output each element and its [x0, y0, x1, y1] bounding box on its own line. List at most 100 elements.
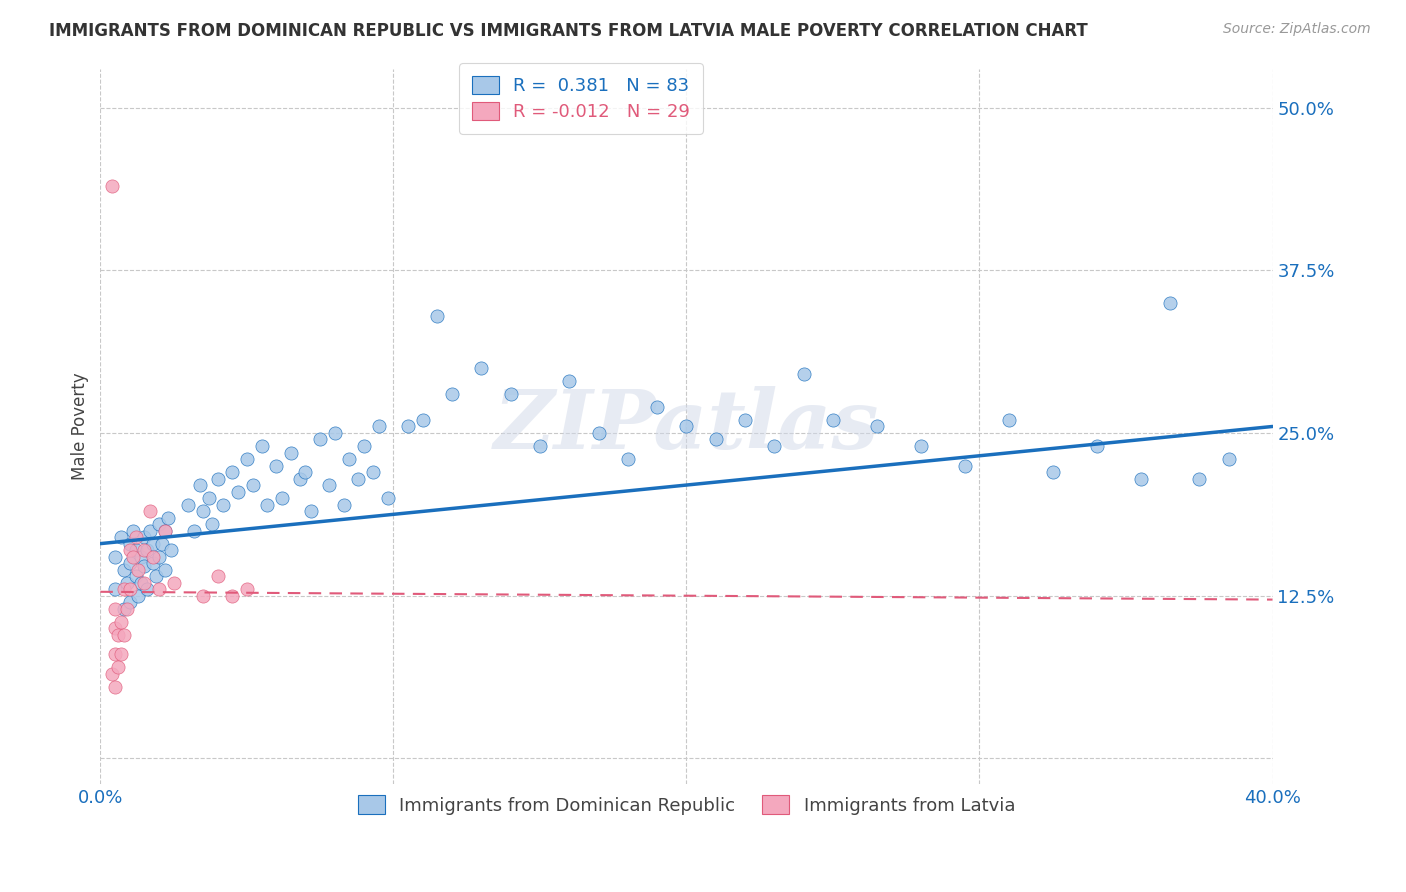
- Point: [127, 589, 149, 603]
- Point: [142, 556, 165, 570]
- Point: [704, 433, 727, 447]
- Point: [101, 178, 124, 193]
- Point: [367, 419, 389, 434]
- Point: [588, 425, 610, 440]
- Point: [115, 601, 138, 615]
- Point: [332, 498, 354, 512]
- Point: [353, 439, 375, 453]
- Point: [148, 582, 170, 597]
- Point: [558, 374, 581, 388]
- Point: [197, 491, 219, 505]
- Point: [323, 425, 346, 440]
- Point: [112, 628, 135, 642]
- Point: [153, 524, 176, 538]
- Point: [734, 413, 756, 427]
- Point: [134, 543, 156, 558]
- Point: [821, 413, 844, 427]
- Point: [148, 549, 170, 564]
- Point: [156, 510, 179, 524]
- Point: [221, 465, 243, 479]
- Point: [107, 660, 129, 674]
- Point: [127, 563, 149, 577]
- Point: [645, 400, 668, 414]
- Point: [142, 549, 165, 564]
- Point: [1218, 452, 1240, 467]
- Y-axis label: Male Poverty: Male Poverty: [72, 373, 89, 480]
- Point: [191, 504, 214, 518]
- Text: Source: ZipAtlas.com: Source: ZipAtlas.com: [1223, 22, 1371, 37]
- Point: [1085, 439, 1108, 453]
- Point: [412, 413, 434, 427]
- Point: [236, 582, 259, 597]
- Point: [104, 549, 127, 564]
- Point: [153, 563, 176, 577]
- Point: [121, 524, 143, 538]
- Point: [288, 471, 311, 485]
- Point: [1129, 471, 1152, 485]
- Point: [763, 439, 786, 453]
- Point: [104, 621, 127, 635]
- Point: [110, 647, 132, 661]
- Point: [134, 575, 156, 590]
- Point: [207, 471, 229, 485]
- Point: [236, 452, 259, 467]
- Point: [145, 569, 167, 583]
- Point: [221, 589, 243, 603]
- Point: [183, 524, 205, 538]
- Point: [1042, 465, 1064, 479]
- Point: [121, 549, 143, 564]
- Point: [242, 478, 264, 492]
- Point: [201, 517, 224, 532]
- Point: [280, 445, 302, 459]
- Point: [118, 536, 141, 550]
- Point: [134, 558, 156, 573]
- Text: ZIPatlas: ZIPatlas: [494, 386, 879, 467]
- Point: [118, 595, 141, 609]
- Point: [997, 413, 1019, 427]
- Point: [866, 419, 889, 434]
- Point: [339, 452, 361, 467]
- Point: [104, 680, 127, 694]
- Point: [131, 549, 153, 564]
- Point: [226, 484, 249, 499]
- Point: [675, 419, 697, 434]
- Point: [136, 543, 159, 558]
- Point: [150, 536, 173, 550]
- Point: [470, 360, 492, 375]
- Point: [1159, 295, 1181, 310]
- Point: [124, 530, 146, 544]
- Point: [159, 543, 181, 558]
- Point: [499, 387, 522, 401]
- Point: [1188, 471, 1211, 485]
- Point: [299, 504, 322, 518]
- Point: [118, 582, 141, 597]
- Point: [347, 471, 370, 485]
- Point: [110, 530, 132, 544]
- Point: [118, 556, 141, 570]
- Point: [309, 433, 332, 447]
- Point: [148, 517, 170, 532]
- Point: [529, 439, 551, 453]
- Point: [104, 582, 127, 597]
- Point: [118, 543, 141, 558]
- Point: [112, 563, 135, 577]
- Point: [177, 498, 200, 512]
- Point: [107, 628, 129, 642]
- Point: [377, 491, 399, 505]
- Point: [953, 458, 976, 473]
- Point: [124, 543, 146, 558]
- Point: [361, 465, 384, 479]
- Point: [110, 615, 132, 629]
- Point: [617, 452, 640, 467]
- Point: [207, 569, 229, 583]
- Point: [153, 524, 176, 538]
- Point: [250, 439, 273, 453]
- Point: [264, 458, 287, 473]
- Point: [188, 478, 211, 492]
- Point: [134, 530, 156, 544]
- Point: [910, 439, 932, 453]
- Point: [426, 309, 449, 323]
- Point: [396, 419, 419, 434]
- Point: [139, 504, 162, 518]
- Point: [142, 536, 165, 550]
